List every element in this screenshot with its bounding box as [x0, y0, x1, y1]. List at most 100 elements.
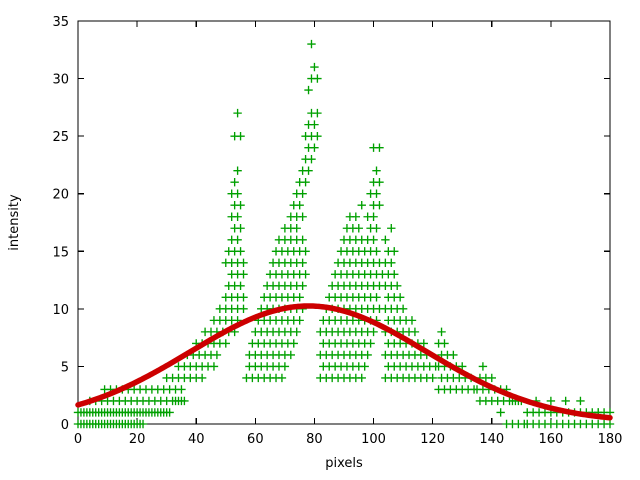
data-point — [292, 224, 301, 233]
data-point — [390, 247, 399, 256]
data-point — [310, 62, 319, 72]
data-point — [369, 212, 378, 221]
data-point — [233, 108, 242, 118]
x-tick-label: 20 — [129, 432, 146, 447]
data-point — [410, 327, 420, 337]
data-point — [372, 189, 381, 198]
y-tick-label: 25 — [52, 130, 69, 145]
data-point — [233, 166, 242, 175]
data-point — [177, 385, 186, 394]
data-point — [419, 339, 428, 348]
data-point — [295, 293, 304, 302]
data-point — [354, 224, 363, 233]
data-point — [295, 201, 304, 210]
data-point — [398, 304, 408, 314]
data-point — [357, 201, 366, 210]
plot-border — [77, 20, 611, 425]
data-point — [307, 154, 316, 164]
data-point — [277, 373, 287, 383]
data-point — [301, 178, 310, 187]
data-point — [292, 327, 301, 337]
data-point — [395, 293, 405, 302]
data-point — [236, 201, 245, 210]
data-point — [387, 258, 396, 267]
data-point — [437, 327, 446, 337]
data-point — [393, 281, 402, 291]
data-point — [165, 408, 174, 417]
data-point — [369, 235, 378, 244]
data-point — [239, 304, 248, 314]
data-point — [295, 316, 304, 325]
data-point — [162, 396, 171, 406]
x-tick-label: 0 — [74, 432, 82, 447]
data-point — [375, 178, 384, 187]
x-tick-label: 80 — [306, 432, 323, 447]
data-point — [301, 270, 310, 279]
data-point — [360, 362, 369, 371]
data-point — [301, 247, 310, 256]
data-point — [381, 235, 390, 244]
data-point — [233, 235, 242, 244]
data-point — [375, 201, 384, 210]
data-point — [390, 270, 399, 279]
data-point — [372, 247, 381, 256]
y-tick-label: 35 — [52, 15, 69, 30]
data-point — [239, 293, 248, 302]
data-point — [233, 189, 242, 198]
data-point — [230, 178, 239, 187]
data-point — [357, 373, 366, 383]
data-point — [313, 108, 322, 118]
data-point — [351, 212, 361, 221]
data-point — [310, 143, 319, 152]
data-point — [138, 419, 148, 429]
data-point — [236, 224, 245, 233]
data-point — [280, 362, 290, 371]
data-point — [307, 39, 316, 49]
data-point — [369, 327, 378, 337]
data-point — [478, 362, 488, 371]
plot-frame — [77, 20, 611, 425]
x-axis-ticks: 0 20 40 60 80 100 120 140 160 180 — [74, 21, 623, 447]
x-tick-label: 100 — [361, 432, 386, 447]
x-tick-label: 40 — [188, 432, 205, 447]
data-point-layer — [73, 39, 615, 429]
y-axis-label: intensity — [7, 194, 22, 251]
data-point — [576, 396, 585, 406]
data-point — [605, 419, 615, 429]
fit-curve — [75, 303, 613, 421]
data-point — [298, 235, 307, 244]
data-point — [372, 293, 381, 302]
data-point — [407, 316, 417, 325]
x-tick-label: 180 — [598, 432, 623, 447]
data-point — [212, 350, 222, 360]
data-point — [298, 212, 307, 221]
data-point — [289, 339, 298, 348]
data-point — [298, 281, 307, 291]
y-tick-label: 10 — [52, 303, 69, 318]
y-tick-label: 15 — [52, 245, 69, 260]
data-point — [236, 131, 245, 141]
data-point — [440, 339, 449, 348]
data-point — [298, 258, 307, 267]
data-point — [313, 74, 322, 83]
x-tick-label: 120 — [420, 432, 445, 447]
data-point — [313, 131, 322, 141]
data-point — [298, 189, 307, 198]
x-axis-label: pixels — [325, 456, 363, 471]
data-point — [366, 339, 375, 348]
data-point — [209, 362, 219, 371]
x-tick-label: 140 — [479, 432, 504, 447]
y-tick-label: 0 — [61, 418, 69, 433]
data-point — [561, 396, 570, 406]
data-point — [239, 258, 248, 267]
data-point — [496, 408, 505, 417]
data-point — [449, 350, 458, 360]
data-point — [520, 419, 529, 429]
data-point — [375, 143, 384, 152]
data-point — [197, 373, 207, 383]
data-point — [304, 166, 313, 175]
data-point — [546, 396, 556, 406]
data-point — [233, 212, 242, 221]
